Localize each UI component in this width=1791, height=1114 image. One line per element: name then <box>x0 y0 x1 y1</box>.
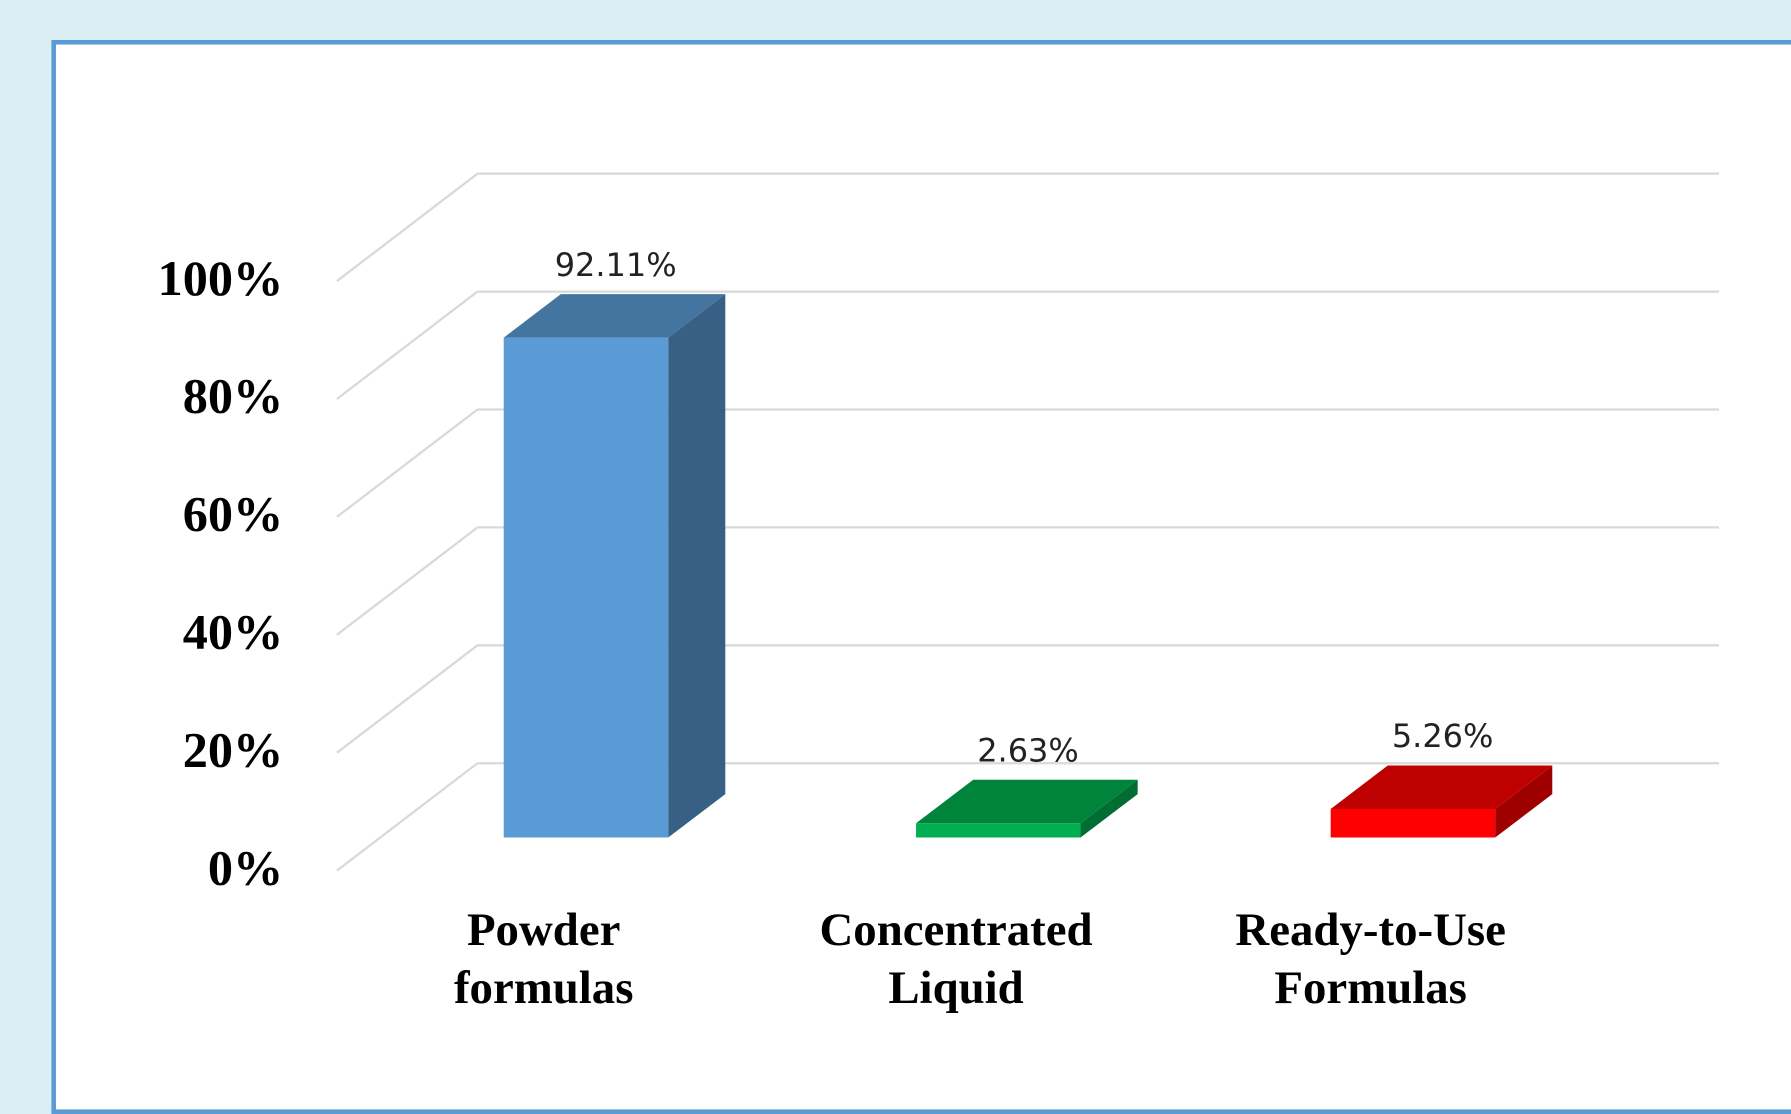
value-label: 5.26% <box>1392 717 1494 755</box>
y-tick-label: 20% <box>183 721 283 777</box>
bar <box>916 823 1081 838</box>
bar-top <box>1330 765 1553 809</box>
chart-panel <box>51 39 1791 1114</box>
x-tick-label: Powder formulas <box>453 902 634 1014</box>
bar <box>503 337 669 838</box>
y-tick-label: 0% <box>208 839 283 895</box>
side-grid-line <box>336 644 479 754</box>
x-tick-label: Concentrated Liquid <box>819 902 1093 1014</box>
value-label: 92.11% <box>555 246 677 284</box>
chart: 0% 20% 40% 60% 80% 100% 92.11% 2.63% 5.26% <box>158 172 1720 895</box>
side-grid-line <box>336 290 479 400</box>
side-grid-line <box>336 408 479 518</box>
y-tick-label: 100% <box>158 250 284 306</box>
value-label: 2.63% <box>977 732 1079 770</box>
y-tick-label: 40% <box>183 604 283 660</box>
y-tick-label: 80% <box>183 368 283 424</box>
bar-side <box>1080 779 1138 838</box>
y-tick-label: 60% <box>183 486 283 542</box>
wrapper: 0% 20% 40% 60% 80% 100% 92.11% 2.63% 5.26% Powde… <box>51 39 1791 1114</box>
side-grid-line <box>336 762 479 872</box>
side-grid-line <box>336 172 479 282</box>
bar-side <box>1495 765 1553 838</box>
bar-top <box>503 294 726 338</box>
bar-top <box>916 779 1138 824</box>
bar-side <box>668 294 726 838</box>
side-grid-line <box>336 526 479 636</box>
x-tick-label: Ready-to-Use Formulas <box>1235 902 1506 1014</box>
bar <box>1330 808 1496 838</box>
page: {"chart_data": {"type": "bar3d", "catego… <box>51 39 1791 1114</box>
